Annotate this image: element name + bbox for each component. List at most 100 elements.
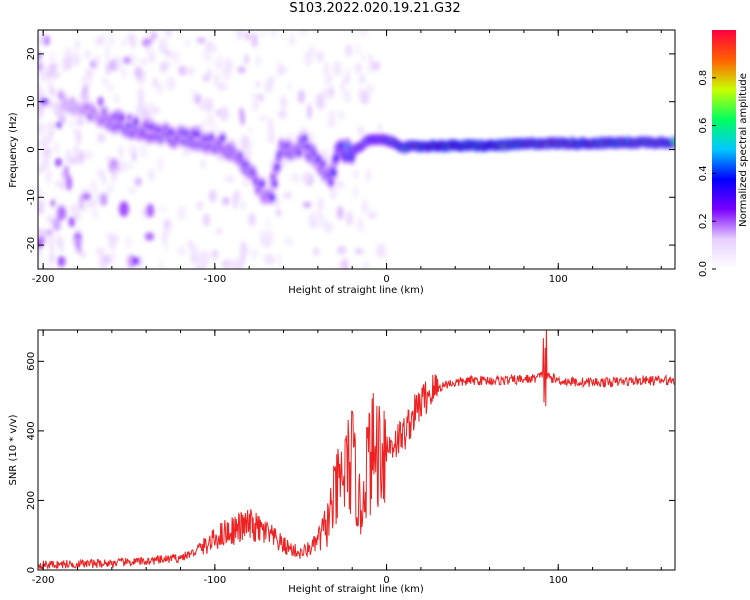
noise-blob xyxy=(118,146,123,157)
noise-blob xyxy=(58,239,65,246)
noise-blob xyxy=(196,251,204,267)
ridge-core xyxy=(119,114,125,122)
noise-blob xyxy=(297,89,305,104)
colorbar-label: Normalized spectral amplitude xyxy=(738,73,749,227)
noise-blob xyxy=(344,44,353,57)
noise-blob xyxy=(59,181,68,190)
x-tick-label: 0 xyxy=(383,575,389,586)
noise-blob xyxy=(376,243,386,259)
noise-blob xyxy=(56,205,67,221)
x-tick-label: -100 xyxy=(203,575,226,586)
noise-blob xyxy=(38,61,44,72)
noise-blob xyxy=(307,103,312,120)
noise-blob xyxy=(121,66,127,80)
noise-blob xyxy=(343,76,349,84)
noise-blob xyxy=(38,124,41,134)
ridge-core xyxy=(208,134,214,141)
noise-blob xyxy=(362,260,370,269)
noise-blob xyxy=(277,110,287,119)
noise-blob xyxy=(106,182,115,193)
noise-blob xyxy=(76,241,82,254)
noise-blob xyxy=(146,203,155,218)
noise-blob xyxy=(108,158,119,174)
noise-blob xyxy=(196,200,204,211)
colorbar-tick-label: 0.2 xyxy=(698,213,709,229)
noise-blob xyxy=(345,211,354,227)
noise-blob xyxy=(107,83,113,93)
x-tick-label: -200 xyxy=(32,575,55,586)
spectrogram-x-label: Height of straight line (km) xyxy=(288,285,424,296)
colorbar: 0.0 0.2 0.4 0.6 0.8 Normalized spectral ampl… xyxy=(698,30,749,277)
noise-blob xyxy=(52,216,61,232)
noise-blob xyxy=(176,246,186,256)
noise-blob xyxy=(161,229,168,246)
noise-blob xyxy=(214,59,219,70)
noise-blob xyxy=(38,36,45,44)
noise-blob xyxy=(269,118,274,134)
noise-blob xyxy=(200,159,206,170)
y-tick-label: -20 xyxy=(26,237,37,253)
noise-blob xyxy=(47,233,56,247)
noise-blob xyxy=(178,65,187,76)
noise-blob xyxy=(353,186,358,199)
noise-blob xyxy=(38,188,42,197)
y-tick-label: 10 xyxy=(26,95,37,108)
noise-blob xyxy=(128,187,137,194)
noise-blob xyxy=(265,217,271,232)
y-tick-label: -10 xyxy=(26,189,37,205)
noise-blob xyxy=(157,205,168,212)
noise-blob xyxy=(236,30,244,40)
noise-blob xyxy=(357,216,364,233)
snr-frame xyxy=(37,329,676,571)
noise-blob xyxy=(308,45,316,57)
noise-blob xyxy=(92,209,99,219)
noise-blob xyxy=(105,45,110,61)
noise-blob xyxy=(353,168,359,180)
noise-blob xyxy=(302,201,312,208)
noise-blob xyxy=(202,213,211,227)
noise-blob xyxy=(367,210,378,220)
noise-blob xyxy=(71,52,81,67)
noise-blob xyxy=(277,253,283,267)
noise-blob xyxy=(336,205,344,220)
noise-blob xyxy=(240,199,245,211)
noise-blob xyxy=(38,88,46,99)
noise-blob xyxy=(108,32,115,49)
noise-blob xyxy=(153,31,158,40)
noise-blob xyxy=(99,192,108,206)
noise-blob xyxy=(46,134,53,144)
noise-blob xyxy=(39,68,47,82)
noise-blob xyxy=(232,194,239,210)
noise-blob xyxy=(69,156,79,165)
noise-blob xyxy=(38,102,43,115)
noise-blob xyxy=(139,94,145,107)
noise-blob xyxy=(205,112,215,128)
noise-blob xyxy=(48,52,56,62)
noise-blob xyxy=(187,240,194,248)
noise-blob xyxy=(42,35,51,46)
noise-blob xyxy=(38,151,42,160)
noise-blob xyxy=(308,212,317,228)
noise-blob xyxy=(55,180,60,187)
ridge-core xyxy=(133,118,139,126)
noise-blob xyxy=(240,135,250,151)
noise-blob xyxy=(332,61,343,76)
ridge-core xyxy=(331,169,337,177)
noise-blob xyxy=(158,38,168,54)
noise-blob xyxy=(288,33,296,47)
noise-blob xyxy=(55,121,63,129)
noise-blob xyxy=(261,30,266,38)
noise-blob xyxy=(265,229,274,246)
noise-blob xyxy=(196,37,206,44)
colorbar-tick-label: 0.4 xyxy=(698,165,709,181)
noise-blob xyxy=(315,50,325,63)
noise-blob xyxy=(371,61,381,71)
noise-blob xyxy=(336,245,347,255)
ridge-core xyxy=(320,160,326,168)
noise-blob xyxy=(109,59,117,72)
noise-blob xyxy=(133,57,138,65)
noise-blob xyxy=(46,229,53,236)
noise-blob xyxy=(112,166,117,183)
noise-blob xyxy=(358,73,366,85)
